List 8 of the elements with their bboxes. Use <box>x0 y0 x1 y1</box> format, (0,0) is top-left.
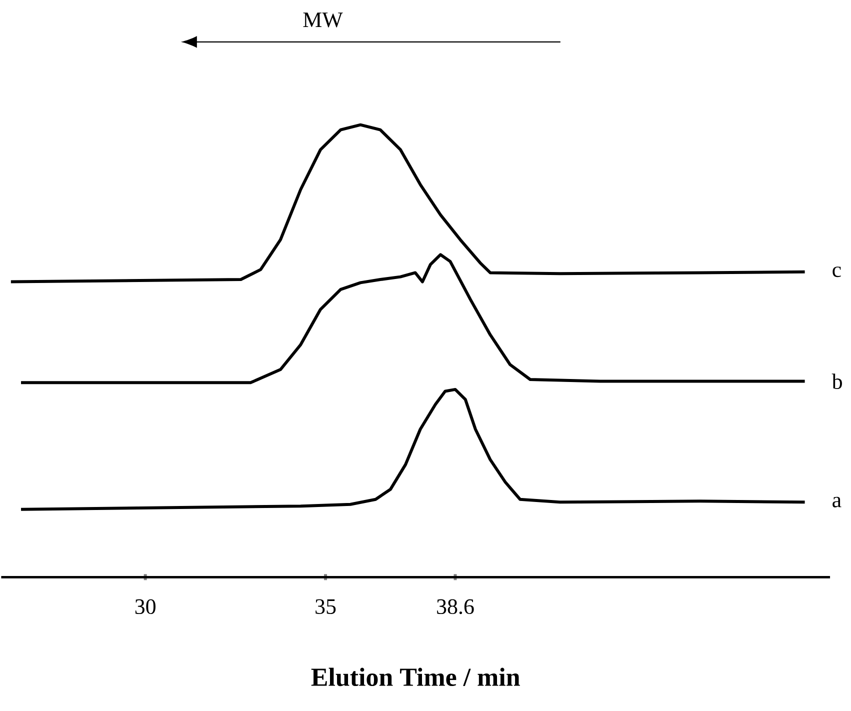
series-label: b <box>832 374 842 390</box>
series-label: c <box>832 266 841 278</box>
text: MW <box>303 12 343 28</box>
x-axis-title: Elution Time / min <box>311 668 520 686</box>
series-label: a <box>832 496 842 508</box>
x-tick-label: 35 <box>316 599 336 614</box>
x-tick-label: 38.6 <box>437 599 474 614</box>
x-tick-label: 30 <box>135 599 156 614</box>
